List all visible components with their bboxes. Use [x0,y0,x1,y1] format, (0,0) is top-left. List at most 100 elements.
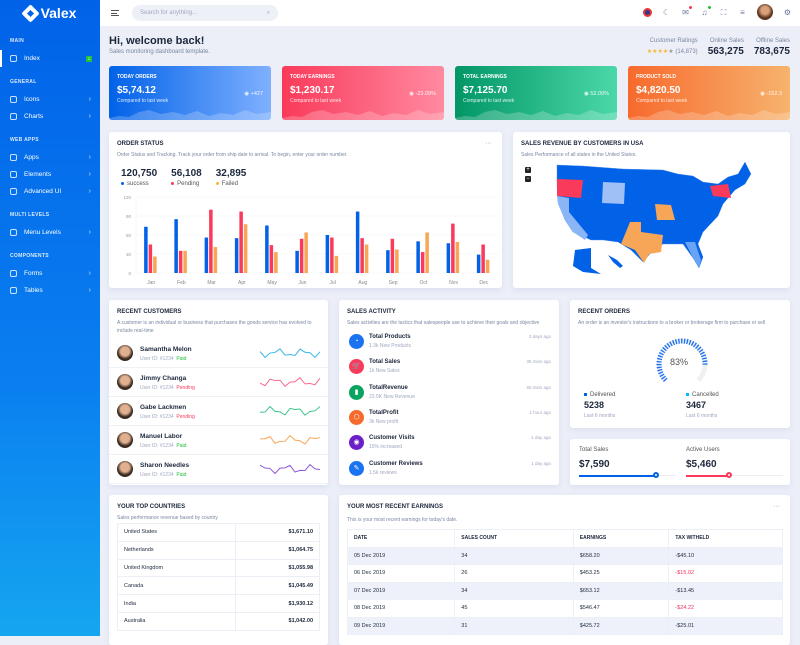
order-total-failed: 32,895 Failed [215,168,247,187]
recent-orders-card: RECENT ORDERS An order is an investor's … [570,300,790,428]
status-badge: Paid [176,472,187,478]
more-icon[interactable]: ··· [773,503,780,510]
zoom-in-button[interactable]: + [525,167,531,173]
state-new-york [710,184,731,198]
bar-success-nov [446,243,451,273]
x-tick-label: Feb [177,280,186,286]
sidebar-item-apps[interactable]: Apps › [0,149,100,166]
chevron-right-icon: › [88,171,91,178]
logo[interactable]: Valex [0,0,100,26]
recent-customers-card: RECENT CUSTOMERS A customer is an indivi… [109,300,328,485]
customer-list-item[interactable]: Samantha Melon User ID: #1234 Paid [109,339,328,368]
activity-item[interactable]: ▮ TotalRevenue 23.5K New Revenue 50 mins ag… [347,383,551,408]
chevron-right-icon: › [88,154,91,161]
sparkline-area [628,110,790,120]
bar-success-sep [386,250,390,273]
sidebar-item-tables[interactable]: Tables › [0,282,100,299]
x-tick-label: Sep [389,280,398,286]
activity-item[interactable]: ⬡ TotalProfit 3k New profit 1 hour ago [347,408,551,433]
activity-item[interactable]: ◉ Customer Visits 15% increased 1 day ago [347,433,551,458]
slider-handle[interactable] [725,472,732,478]
sidebar-item-elements[interactable]: Elements › [0,166,100,183]
country-row: Netherlands $1,064.75 [117,540,321,560]
fullscreen-icon[interactable]: ⛶ [720,7,727,17]
sidebar-item-index[interactable]: Index 1 [0,50,100,67]
stat-card-today-orders: TODAY ORDERS $5,74.12 Compared to last wee… [109,66,271,120]
bar-success-apr [234,238,239,273]
header: Search for anything... ⌕ ☾ ✉ ♫ ⛶ ≡ ⚙ [100,0,800,26]
x-tick-label: Apr [238,280,246,286]
activity-item[interactable]: ◔ Total Products 1.3k New Products 3 days a… [347,332,551,357]
sidebar-section-title: COMPONENTS [10,253,49,259]
delivered-value: 5238 [584,400,605,410]
sparkline-area [282,110,444,120]
stat-card-today-earnings: TODAY EARNINGS $1,230.17 Compared to last … [282,66,444,120]
sidebar-section-title: MULTI LEVELS [10,212,50,218]
bar-pending-dec [481,244,485,273]
chevron-right-icon: › [88,96,91,103]
usa-map[interactable] [513,132,790,288]
chevron-right-icon: › [88,188,91,195]
customer-list-item[interactable]: Sharon Needles User ID: #1234 Paid [109,455,328,484]
status-badge: Paid [176,443,187,449]
bar-pending-may [269,245,274,273]
activity-item[interactable]: ✎ Customer Reviews 1.5k reviews 1 day ago [347,459,551,484]
y-tick-label: 120 [123,195,131,200]
logo-icon [20,3,40,23]
status-badge: Paid [176,356,187,362]
active-users-slider[interactable] [686,472,783,478]
x-tick-label: Jan [147,280,155,286]
bar-failed-feb [183,250,187,273]
customer-list-item[interactable]: Gabe Lackmen User ID: #1234 Pending [109,397,328,426]
table-row: 08 Dec 2019 45 $546.47 -$24.22 [346,599,783,618]
menu-icon[interactable]: ≡ [740,7,745,17]
zoom-out-button[interactable]: − [525,176,531,182]
uk-flag-icon[interactable] [643,7,652,17]
hamburger-menu-icon[interactable] [111,10,119,16]
bar-failed-oct [425,232,429,273]
box-icon: ⬡ [349,409,364,425]
state-missouri [655,204,675,220]
bar-success-feb [174,219,178,273]
bar-failed-apr [243,224,248,273]
state-wyoming [602,182,625,204]
edit-icon: ✎ [349,460,364,476]
activity-item[interactable]: 🛒 Total Sales 1k New Sales 35 mins ago [347,357,551,382]
bar-success-may [265,225,269,273]
sidebar-item-forms[interactable]: Forms › [0,265,100,282]
avatar [117,345,133,361]
customer-list-item[interactable]: Jimmy Changa User ID: #1234 Pending [109,368,328,397]
slider-handle[interactable] [652,472,659,478]
table-header: DATE SALES COUNT EARNINGS TAX WITHELD [346,529,783,548]
online-sales-label: Online Sales [709,38,744,44]
sidebar-item-menu-levels[interactable]: Menu Levels › [0,224,100,241]
recent-earnings-card: YOUR MOST RECENT EARNINGS ··· This is yo… [339,495,790,645]
x-tick-label: Nov [449,280,458,286]
customer-sparkline [260,348,321,359]
order-status-bar-chart: 0 30 60 90 120 Jan Feb Mar Apr May Jun Jul Aug Sep Oct… [123,195,499,286]
sidebar-item-icons[interactable]: Icons › [0,91,100,108]
sparkline-area [455,110,617,120]
avatar [117,461,133,477]
moon-icon[interactable]: ☾ [662,7,671,17]
total-sales-slider[interactable] [579,472,676,478]
bar-pending-jun [299,238,304,273]
customer-list-item[interactable]: Manuel Labor User ID: #1234 Paid [109,426,328,455]
y-tick-label: 0 [128,271,131,276]
avatar[interactable] [757,4,773,20]
change-indicator: ◉ 52.09% [584,91,609,97]
mail-icon[interactable]: ✉ [681,5,692,17]
x-tick-label: Jul [329,280,335,286]
bar-pending-apr [239,211,243,273]
sidebar-item-charts[interactable]: Charts › [0,108,100,125]
eye-icon: ◉ [349,435,364,451]
change-indicator: ◉ -23.09% [409,91,436,97]
more-icon[interactable]: ··· [485,140,492,147]
search-input[interactable]: Search for anything... ⌕ [132,5,278,21]
sidebar-item-advanced-ui[interactable]: Advanced UI › [0,183,100,200]
totals-card: Total Sales $7,590 Active Users $5,460 [570,439,790,485]
bell-icon[interactable]: ♫ [700,5,711,17]
customer-sparkline [260,463,321,475]
gear-icon[interactable]: ⚙ [783,7,792,17]
apps-icon [10,154,17,161]
